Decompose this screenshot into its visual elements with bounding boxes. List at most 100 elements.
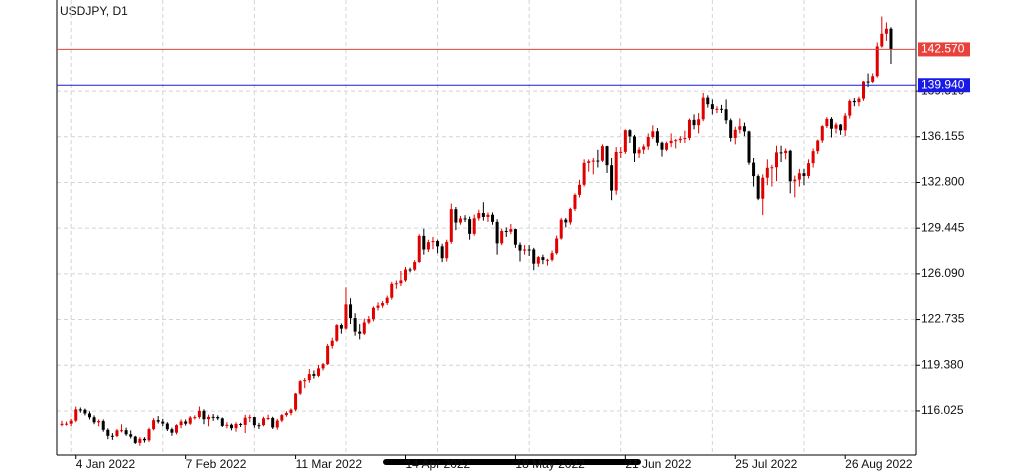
candle-body: [701, 97, 705, 120]
x-tick-label: 11 Mar 2022: [296, 457, 363, 471]
candle-body: [674, 140, 678, 142]
candle-body: [825, 118, 829, 127]
candle-body: [733, 129, 737, 138]
x-tick-label: 25 Jul 2022: [735, 457, 797, 471]
candle-body: [504, 230, 508, 232]
candle-body: [202, 410, 206, 420]
candle-body: [596, 160, 600, 162]
candle-body: [600, 146, 604, 161]
candle-body: [262, 418, 266, 426]
candle-body: [83, 409, 87, 414]
candle-body: [857, 98, 861, 103]
candle-body: [147, 429, 151, 441]
candle-body: [156, 420, 160, 422]
candle-body: [326, 345, 330, 365]
candle-body: [239, 423, 243, 425]
candle-body: [161, 421, 165, 424]
candle-body: [339, 325, 343, 329]
candle-body: [170, 429, 174, 433]
candle-body: [816, 140, 820, 152]
candle-body: [811, 151, 815, 164]
x-tick-label: 18 May 2022: [515, 457, 585, 471]
x-tick-label: 14 Apr 2022: [406, 457, 471, 471]
candle-body: [271, 417, 275, 428]
x-tick-label: 21 Jun 2022: [625, 457, 691, 471]
candle-body: [321, 364, 325, 369]
candle-body: [234, 423, 238, 429]
candle-body: [316, 368, 320, 376]
candle-body: [614, 151, 618, 191]
candle-body: [500, 230, 504, 244]
candle-body: [184, 421, 188, 424]
candle-body: [678, 138, 682, 141]
candle-body: [381, 303, 385, 306]
candle-body: [797, 173, 801, 180]
candle-body: [349, 304, 353, 319]
candle-body: [692, 119, 696, 126]
candle-body: [784, 150, 788, 154]
candle-body: [646, 137, 650, 147]
candle-body: [225, 424, 229, 426]
candle-body: [852, 100, 856, 103]
candle-body: [765, 167, 769, 178]
y-tick-label: 122.735: [921, 312, 965, 326]
candle-body: [87, 413, 91, 418]
candle-body: [69, 420, 73, 424]
candle-body: [848, 100, 852, 116]
x-tick-label: 7 Feb 2022: [186, 457, 247, 471]
price-label: 139.940: [921, 77, 965, 91]
candle-body: [573, 194, 577, 209]
y-tick-label: 132.800: [921, 175, 965, 189]
candle-body: [468, 219, 472, 234]
candle-body: [770, 167, 774, 169]
candle-body: [729, 120, 733, 138]
candle-body: [106, 429, 110, 436]
candle-body: [408, 269, 412, 271]
candle-body: [486, 214, 490, 217]
candle-body: [843, 115, 847, 131]
candle-body: [720, 108, 724, 110]
candle-body: [275, 420, 279, 428]
candle-body: [669, 140, 673, 144]
candle-body: [426, 242, 430, 250]
candle-body: [687, 119, 691, 138]
candle-body: [866, 81, 870, 83]
candle-body: [884, 28, 888, 34]
candle-body: [280, 415, 284, 421]
candle-body: [532, 249, 536, 264]
candle-body: [637, 149, 641, 154]
candle-body: [312, 374, 316, 376]
candle-body: [742, 126, 746, 132]
candle-body: [353, 318, 357, 332]
candle-body: [133, 436, 137, 443]
candle-body: [440, 246, 444, 259]
candle-body: [266, 417, 270, 419]
candle-body: [747, 131, 751, 163]
candle-body: [294, 393, 298, 410]
candle-body: [367, 319, 371, 323]
candle-body: [752, 162, 756, 177]
candle-body: [110, 435, 114, 437]
candle-body: [564, 219, 568, 223]
candle-body: [376, 305, 380, 308]
candle-body: [385, 297, 389, 304]
candle-body: [820, 126, 824, 141]
candle-body: [197, 410, 201, 418]
chart-title: USDJPY, D1: [60, 4, 128, 18]
candle-body: [477, 212, 481, 219]
candle-body: [605, 146, 609, 166]
candle-body: [660, 142, 664, 150]
candle-body: [761, 177, 765, 199]
candle-body: [829, 118, 833, 129]
candle-body: [417, 235, 421, 263]
scrollbar[interactable]: [383, 459, 641, 465]
candle-body: [568, 208, 572, 223]
candle-body: [193, 417, 197, 419]
candle-body: [207, 416, 211, 420]
price-label: 142.570: [921, 42, 965, 56]
candle-body: [481, 212, 485, 217]
y-tick-label: 119.380: [921, 357, 964, 371]
candle-body: [697, 119, 701, 126]
candle-body: [518, 244, 522, 251]
